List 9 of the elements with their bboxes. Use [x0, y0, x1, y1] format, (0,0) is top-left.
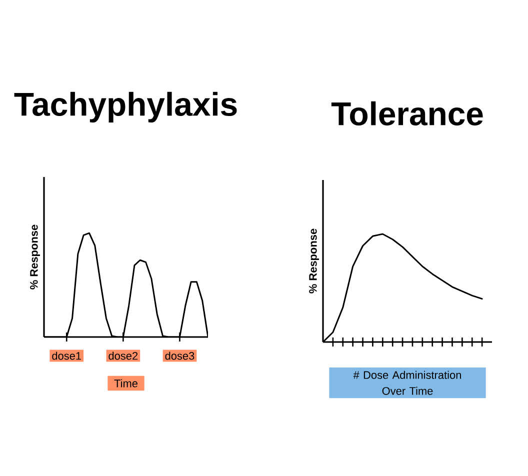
- chart-title: Tachyphylaxis: [14, 92, 237, 123]
- x-tick-label: dose1: [52, 352, 82, 360]
- x-axis-title: # Dose Administration Over Time: [353, 370, 461, 395]
- chart-title: Tolerance: [331, 101, 483, 126]
- x-tick-label: dose3: [165, 352, 194, 360]
- x-axis-title: Time: [114, 379, 138, 388]
- x-tick-label: dose2: [108, 352, 138, 360]
- y-axis-title: % Response: [309, 228, 319, 294]
- y-axis-title: % Response: [30, 224, 40, 290]
